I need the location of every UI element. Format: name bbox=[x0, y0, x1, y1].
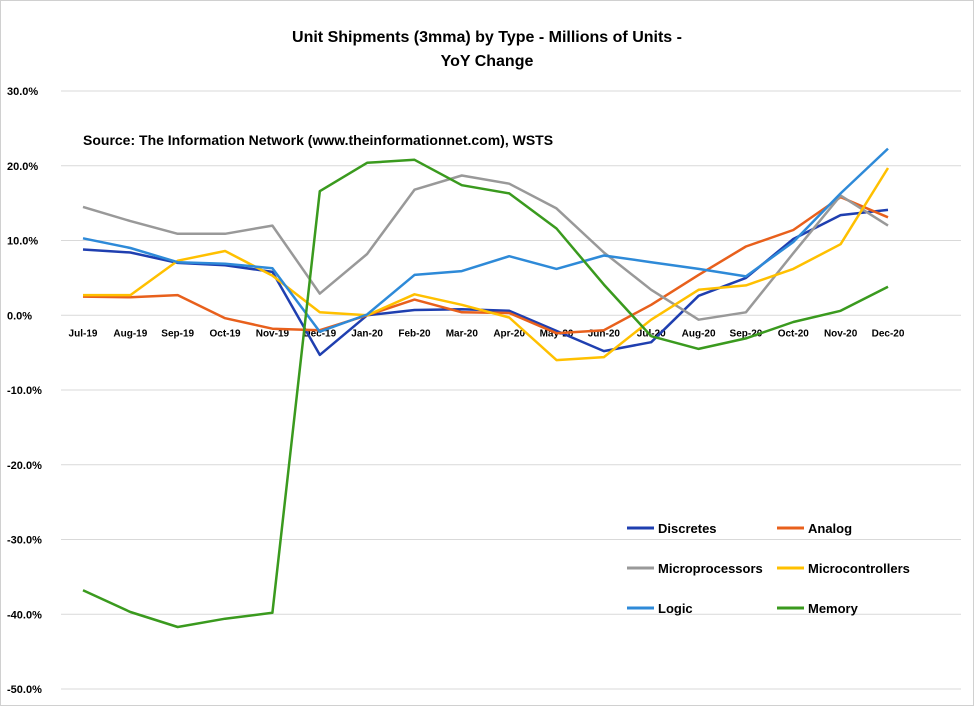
legend-label: Microprocessors bbox=[658, 561, 763, 576]
gridlines bbox=[61, 90, 961, 690]
series-line-microcontrollers bbox=[83, 167, 890, 362]
x-tick-label: Mar-20 bbox=[446, 328, 479, 339]
y-tick-label: -50.0% bbox=[7, 684, 42, 696]
legend-label: Memory bbox=[808, 601, 859, 616]
y-tick-label: -10.0% bbox=[7, 385, 42, 397]
legend-label: Discretes bbox=[658, 521, 717, 536]
x-tick-label: Aug-19 bbox=[113, 328, 147, 339]
x-tick-label: Sep-19 bbox=[161, 328, 194, 339]
y-tick-label: 20.0% bbox=[7, 161, 38, 173]
y-tick-label: 30.0% bbox=[7, 86, 38, 98]
x-tick-label: Jul-20 bbox=[637, 328, 666, 339]
series-line-memory bbox=[82, 158, 889, 629]
x-tick-label: Aug-20 bbox=[682, 328, 716, 339]
legend-item-logic: Logic bbox=[627, 601, 693, 616]
x-tick-label: Nov-20 bbox=[824, 328, 858, 339]
legend-label: Analog bbox=[808, 521, 852, 536]
legend: Discretes Analog Microprocessors Microcontr… bbox=[627, 521, 910, 616]
x-tick-label: Jun-20 bbox=[588, 328, 621, 339]
series-lines bbox=[82, 147, 890, 629]
x-axis-ticks: Jul-19 Aug-19 Sep-19 Oct-19 Nov-19 Dec-19 Jan-… bbox=[69, 328, 905, 339]
y-tick-label: -30.0% bbox=[7, 535, 42, 547]
series-line-microprocessors bbox=[82, 174, 889, 321]
x-tick-label: Sep-20 bbox=[730, 328, 763, 339]
legend-item-discretes: Discretes bbox=[627, 521, 717, 536]
legend-item-microcontrollers: Microcontrollers bbox=[777, 561, 910, 576]
legend-item-microprocessors: Microprocessors bbox=[627, 561, 763, 576]
x-tick-label: Dec-19 bbox=[303, 328, 336, 339]
y-tick-label: -40.0% bbox=[7, 609, 42, 621]
series-line-analog bbox=[82, 195, 889, 335]
chart-title-line2: YoY Change bbox=[441, 53, 534, 70]
legend-item-memory: Memory bbox=[777, 601, 859, 616]
y-axis-ticks: 30.0% 20.0% 10.0% 0.0% -10.0% -20.0% -30.0% -40… bbox=[7, 86, 42, 696]
y-tick-label: 10.0% bbox=[7, 236, 38, 248]
x-tick-label: Dec-20 bbox=[872, 328, 905, 339]
x-tick-label: Nov-19 bbox=[256, 328, 290, 339]
x-tick-label: Oct-19 bbox=[209, 328, 241, 339]
y-tick-label: 0.0% bbox=[7, 310, 32, 322]
x-tick-label: Jan-20 bbox=[351, 328, 383, 339]
chart-title-line1: Unit Shipments (3mma) by Type - Millions… bbox=[292, 29, 682, 46]
y-tick-label: -20.0% bbox=[7, 460, 42, 472]
legend-label: Microcontrollers bbox=[808, 561, 910, 576]
x-tick-label: Jul-19 bbox=[69, 328, 98, 339]
x-tick-label: Apr-20 bbox=[493, 328, 525, 339]
series-line-logic bbox=[82, 147, 889, 333]
x-tick-label: Oct-20 bbox=[778, 328, 810, 339]
legend-label: Logic bbox=[658, 601, 693, 616]
x-tick-label: Feb-20 bbox=[398, 328, 431, 339]
legend-item-analog: Analog bbox=[777, 521, 852, 536]
series-line-discretes bbox=[82, 208, 889, 357]
source-annotation: Source: The Information Network (www.the… bbox=[83, 132, 553, 148]
